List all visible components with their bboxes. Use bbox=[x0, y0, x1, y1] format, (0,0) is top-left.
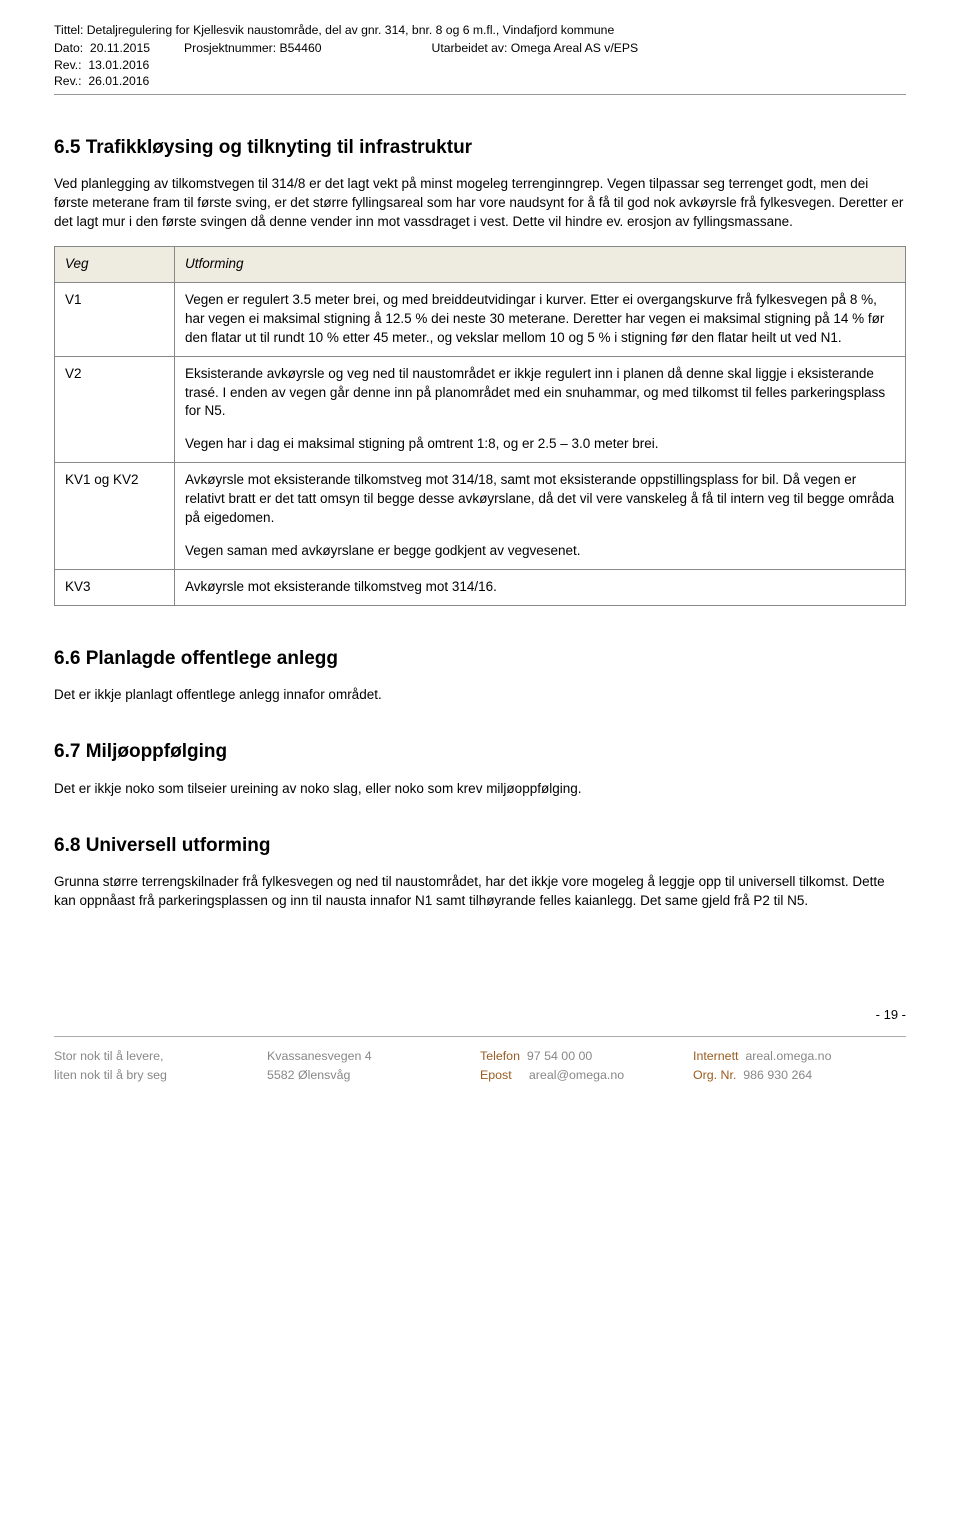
proj-value: B54460 bbox=[280, 41, 322, 55]
title-label: Tittel: bbox=[54, 23, 83, 37]
table-row: V1 Vegen er regulert 3.5 meter brei, og … bbox=[55, 283, 906, 357]
page-number: - 19 - bbox=[54, 1006, 906, 1024]
cell-v2-desc: Eksisterande avkøyrsle og veg ned til na… bbox=[175, 356, 906, 463]
heading-6-6: 6.6 Planlagde offentlege anlegg bbox=[54, 646, 906, 673]
veg-table: Veg Utforming V1 Vegen er regulert 3.5 m… bbox=[54, 246, 906, 606]
footer-slogan-1: Stor nok til å levere, bbox=[54, 1047, 267, 1066]
rev2-value: 26.01.2016 bbox=[88, 74, 149, 88]
footer-orgnr-label: Org. Nr. bbox=[693, 1068, 736, 1082]
p-6-8-1: Grunna større terrengskilnader frå fylke… bbox=[54, 873, 906, 911]
cell-v1: V1 bbox=[55, 283, 175, 357]
footer-orgnr-val: 986 930 264 bbox=[743, 1068, 812, 1082]
p-6-6-1: Det er ikkje planlagt offentlege anlegg … bbox=[54, 686, 906, 705]
header-info: Prosjektnummer: B54460 Utarbeidet av: Om… bbox=[184, 40, 906, 89]
footer-internett-val: areal.omega.no bbox=[745, 1049, 831, 1063]
table-row: V2 Eksisterande avkøyrsle og veg ned til… bbox=[55, 356, 906, 463]
cell-kv1-kv2-desc: Avkøyrsle mot eksisterande tilkomstveg m… bbox=[175, 463, 906, 570]
section-6-8: 6.8 Universell utforming Grunna større t… bbox=[54, 833, 906, 911]
header-row2: Dato: 20.11.2015 Rev.: 13.01.2016 Rev.: … bbox=[54, 40, 906, 89]
rev2-label: Rev.: bbox=[54, 74, 82, 88]
cell-kv12-p2: Vegen saman med avkøyrslane er begge god… bbox=[185, 542, 895, 561]
date-label: Dato: bbox=[54, 41, 83, 55]
cell-kv1-kv2: KV1 og KV2 bbox=[55, 463, 175, 570]
header-dates: Dato: 20.11.2015 Rev.: 13.01.2016 Rev.: … bbox=[54, 40, 172, 89]
header-title-line: Tittel: Detaljregulering for Kjellesvik … bbox=[54, 22, 906, 38]
doc-header: Tittel: Detaljregulering for Kjellesvik … bbox=[54, 22, 906, 95]
footer-epost-label: Epost bbox=[480, 1068, 512, 1082]
footer-epost-val: areal@omega.no bbox=[529, 1068, 624, 1082]
section-6-7: 6.7 Miljøoppfølging Det er ikkje noko so… bbox=[54, 739, 906, 798]
footer-col-1: Stor nok til å levere, liten nok til å b… bbox=[54, 1047, 267, 1084]
cell-kv3: KV3 bbox=[55, 569, 175, 605]
cell-v2-p1: Eksisterande avkøyrsle og veg ned til na… bbox=[185, 365, 895, 422]
table-head-row: Veg Utforming bbox=[55, 247, 906, 283]
heading-6-8: 6.8 Universell utforming bbox=[54, 833, 906, 860]
cell-v2: V2 bbox=[55, 356, 175, 463]
footer-address-2: 5582 Ølensvåg bbox=[267, 1066, 480, 1085]
table-row: KV3 Avkøyrsle mot eksisterande tilkomstv… bbox=[55, 569, 906, 605]
footer-col-4: Internett areal.omega.no Org. Nr. 986 93… bbox=[693, 1047, 906, 1084]
section-6-6: 6.6 Planlagde offentlege anlegg Det er i… bbox=[54, 646, 906, 705]
footer-col-3: Telefon 97 54 00 00 Epost areal@omega.no bbox=[480, 1047, 693, 1084]
cell-v2-p2: Vegen har i dag ei maksimal stigning på … bbox=[185, 435, 895, 454]
th-veg: Veg bbox=[55, 247, 175, 283]
date-value: 20.11.2015 bbox=[90, 41, 150, 55]
footer: Stor nok til å levere, liten nok til å b… bbox=[54, 1047, 906, 1084]
section-6-5: 6.5 Trafikkløysing og tilknyting til inf… bbox=[54, 135, 906, 606]
table-row: KV1 og KV2 Avkøyrsle mot eksisterande ti… bbox=[55, 463, 906, 570]
by-label: Utarbeidet av: bbox=[432, 41, 508, 55]
footer-slogan-2: liten nok til å bry seg bbox=[54, 1066, 267, 1085]
footer-address-1: Kvassanesvegen 4 bbox=[267, 1047, 480, 1066]
cell-kv12-p1: Avkøyrsle mot eksisterande tilkomstveg m… bbox=[185, 471, 895, 528]
heading-6-7: 6.7 Miljøoppfølging bbox=[54, 739, 906, 766]
proj-label: Prosjektnummer: bbox=[184, 41, 276, 55]
rev1-value: 13.01.2016 bbox=[88, 58, 149, 72]
footer-telefon-val: 97 54 00 00 bbox=[527, 1049, 592, 1063]
rev1-label: Rev.: bbox=[54, 58, 82, 72]
th-utforming: Utforming bbox=[175, 247, 906, 283]
footer-separator bbox=[54, 1036, 906, 1037]
footer-telefon-label: Telefon bbox=[480, 1049, 520, 1063]
title-value: Detaljregulering for Kjellesvik naustomr… bbox=[87, 23, 615, 37]
heading-6-5: 6.5 Trafikkløysing og tilknyting til inf… bbox=[54, 135, 906, 162]
footer-col-2: Kvassanesvegen 4 5582 Ølensvåg bbox=[267, 1047, 480, 1084]
cell-v1-desc: Vegen er regulert 3.5 meter brei, og med… bbox=[175, 283, 906, 357]
by-value: Omega Areal AS v/EPS bbox=[511, 41, 638, 55]
cell-kv3-desc: Avkøyrsle mot eksisterande tilkomstveg m… bbox=[175, 569, 906, 605]
p-6-7-1: Det er ikkje noko som tilseier ureining … bbox=[54, 780, 906, 799]
p-6-5-1: Ved planlegging av tilkomstvegen til 314… bbox=[54, 175, 906, 232]
footer-internett-label: Internett bbox=[693, 1049, 738, 1063]
